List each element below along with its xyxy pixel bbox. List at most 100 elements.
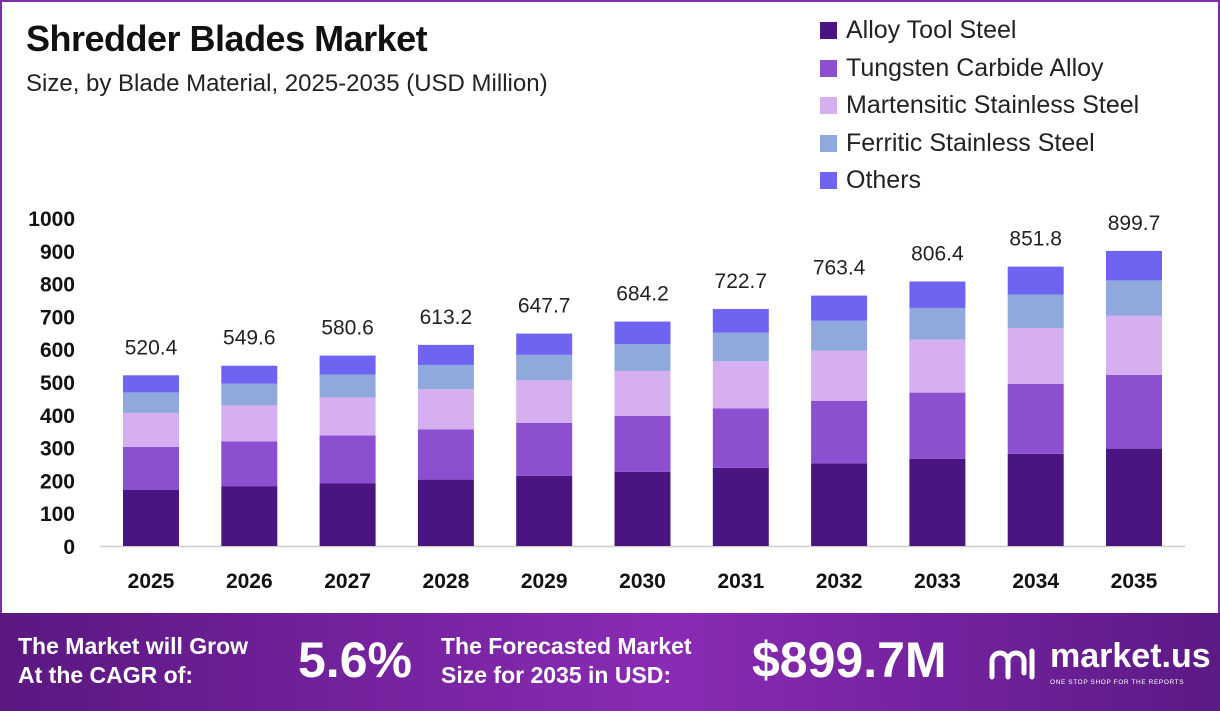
- bar-segment: [614, 344, 671, 371]
- cagr-value: 5.6%: [298, 632, 412, 688]
- bar-segment: [221, 441, 278, 487]
- bar-segment: [319, 483, 376, 546]
- bar-segment: [614, 321, 671, 345]
- bar-segment: [516, 380, 573, 423]
- bar-segment: [1007, 328, 1064, 384]
- bar-segment: [123, 375, 179, 393]
- y-tick-label: 700: [40, 306, 75, 329]
- bar-segment: [319, 355, 376, 375]
- bar-total-label: 899.7: [1108, 212, 1161, 235]
- x-tick-label: 2032: [816, 570, 863, 593]
- bar-segment: [811, 295, 868, 321]
- bar-segment: [909, 392, 966, 459]
- chart-title: Shredder Blades Market: [26, 18, 428, 59]
- y-tick-label: 0: [63, 536, 75, 559]
- bar-segment: [614, 415, 671, 472]
- forecast-label-line1: The Forecasted Market: [441, 633, 692, 659]
- bar-segment: [123, 489, 179, 546]
- bar-segment: [712, 361, 769, 409]
- legend-item: Others: [820, 162, 1139, 200]
- legend-item: Ferritic Stainless Steel: [820, 125, 1139, 163]
- bar-segment: [221, 405, 278, 442]
- stacked-bar-chart: 0 100 200 300 400 500 600 700 800 900 1000 520.4 202…: [28, 208, 1185, 593]
- x-tick-label: 2029: [521, 570, 568, 593]
- bar-segment: [909, 339, 966, 393]
- bar-segment: [417, 429, 474, 480]
- y-tick-label: 200: [40, 470, 75, 493]
- bar-segment: [811, 350, 868, 401]
- forecast-label: The Forecasted Market Size for 2035 in U…: [441, 632, 692, 690]
- bar-segment: [712, 332, 769, 362]
- legend-swatch: [820, 97, 837, 115]
- bar-total-label: 763.4: [813, 257, 866, 280]
- legend-label: Tungsten Carbide Alloy: [846, 53, 1104, 82]
- bar-segment: [417, 479, 474, 546]
- legend-label: Alloy Tool Steel: [846, 16, 1017, 45]
- bar-segment: [1007, 294, 1064, 329]
- legend-swatch: [820, 22, 837, 40]
- bar-segment: [614, 370, 671, 416]
- legend-swatch: [820, 172, 837, 190]
- bar-total-label: 684.2: [616, 283, 669, 306]
- bar-segment: [712, 308, 769, 333]
- brand-tagline: ONE STOP SHOP FOR THE REPORTS: [1050, 679, 1185, 686]
- bar-segment: [712, 467, 769, 546]
- bar-segment: [1007, 266, 1064, 295]
- chart-subtitle: Size, by Blade Material, 2025-2035 (USD …: [26, 70, 548, 97]
- cagr-label-line2: At the CAGR of:: [18, 662, 194, 688]
- legend-label: Others: [846, 166, 922, 195]
- bar-segment: [221, 383, 278, 406]
- bar-total-label: 549.6: [223, 327, 276, 350]
- bar-segment: [614, 471, 671, 546]
- cagr-label: The Market will Grow At the CAGR of:: [18, 632, 248, 690]
- bar-segment: [123, 392, 179, 413]
- y-tick-label: 100: [40, 503, 75, 526]
- bar-segment: [909, 281, 966, 308]
- x-tick-label: 2025: [128, 570, 175, 593]
- bar-segment: [811, 400, 868, 464]
- bar-segment: [909, 458, 966, 546]
- bar-segment: [516, 422, 573, 476]
- bar-segment: [1106, 280, 1162, 316]
- bar-segment: [319, 374, 376, 398]
- bar-total-label: 580.6: [321, 317, 374, 340]
- legend-swatch: [820, 134, 837, 152]
- y-tick-label: 900: [40, 241, 75, 264]
- y-tick-label: 300: [40, 438, 75, 461]
- bar-segment: [516, 333, 573, 355]
- bar-segment: [123, 447, 179, 490]
- bar-segment: [417, 389, 474, 430]
- legend-label: Martensitic Stainless Steel: [846, 91, 1140, 120]
- bar-total-label: 613.2: [420, 306, 473, 329]
- bar-total-label: 722.7: [715, 270, 768, 293]
- chart-legend: Alloy Tool Steel Tungsten Carbide Alloy Ma…: [820, 12, 1139, 200]
- bar-segment: [221, 365, 278, 384]
- x-tick-label: 2033: [914, 570, 961, 593]
- x-tick-label: 2028: [423, 570, 470, 593]
- bar-segment: [516, 354, 573, 381]
- brand-logo-icon: [989, 648, 1035, 680]
- bar-segment: [811, 463, 868, 546]
- bar-total-label: 806.4: [911, 243, 964, 266]
- y-tick-label: 1000: [28, 208, 75, 231]
- y-tick-label: 400: [40, 405, 75, 428]
- x-tick-label: 2034: [1012, 570, 1059, 593]
- bar-segment: [909, 307, 966, 340]
- bar-segment: [319, 397, 376, 436]
- legend-item: Martensitic Stainless Steel: [820, 87, 1139, 125]
- bar-segment: [1106, 315, 1162, 375]
- y-tick-label: 600: [40, 339, 75, 362]
- bar-segment: [712, 408, 769, 468]
- y-tick-label: 800: [40, 274, 75, 297]
- bar-segment: [123, 412, 179, 448]
- bar-segment: [417, 344, 474, 365]
- x-tick-label: 2027: [324, 570, 371, 593]
- bar-segment: [319, 435, 376, 484]
- forecast-label-line2: Size for 2035 in USD:: [441, 662, 672, 688]
- x-tick-label: 2031: [717, 570, 764, 593]
- bar-total-label: 647.7: [518, 295, 571, 318]
- x-tick-label: 2030: [619, 570, 666, 593]
- legend-item: Tungsten Carbide Alloy: [820, 50, 1139, 88]
- legend-label: Ferritic Stainless Steel: [846, 128, 1095, 157]
- legend-item: Alloy Tool Steel: [820, 12, 1139, 50]
